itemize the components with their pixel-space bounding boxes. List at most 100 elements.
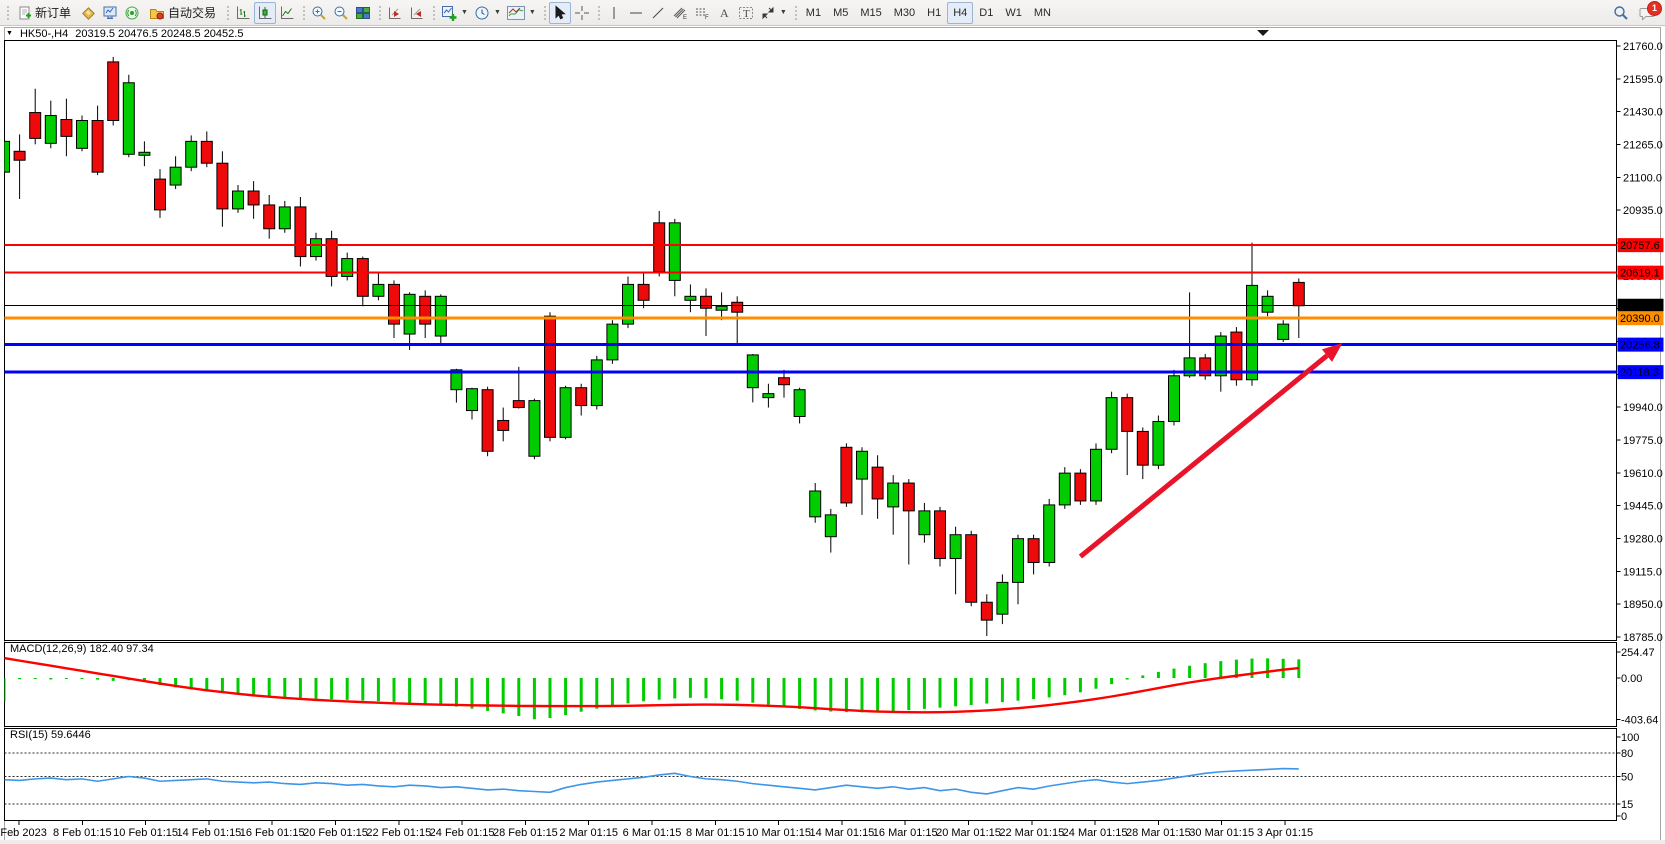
bull-candle-body bbox=[528, 400, 541, 457]
timeframe-d1-button[interactable]: D1 bbox=[973, 2, 999, 24]
candle bbox=[980, 594, 993, 637]
macd-histogram-bar bbox=[1110, 678, 1114, 685]
step-back-button[interactable] bbox=[406, 2, 428, 24]
macd-histogram-bar bbox=[423, 678, 427, 704]
svg-text:F: F bbox=[705, 15, 709, 21]
toolbar-right-group: 1 bbox=[1610, 0, 1665, 24]
bear-candle-body bbox=[965, 534, 978, 603]
bear-candle-body bbox=[544, 315, 556, 438]
period-button[interactable]: ▼ bbox=[471, 2, 504, 24]
add-indicator-icon bbox=[441, 5, 457, 21]
equidistant-channel-icon: E bbox=[672, 5, 688, 21]
resistance-line-1-badge-label: 20757.6 bbox=[1620, 240, 1660, 252]
vertical-line-tool-button[interactable] bbox=[603, 2, 625, 24]
candle bbox=[247, 181, 260, 219]
main-price-panel[interactable] bbox=[4, 40, 1617, 641]
candle bbox=[559, 385, 572, 440]
chevron-down-icon[interactable]: ▼ bbox=[6, 30, 13, 37]
macd-histogram-bar bbox=[860, 678, 864, 713]
notifications-button[interactable]: 1 bbox=[1636, 0, 1662, 24]
trendline-tool-button[interactable] bbox=[647, 2, 669, 24]
macd-panel[interactable] bbox=[4, 642, 1617, 727]
new-order-button[interactable]: 新订单 bbox=[12, 2, 77, 24]
time-tick-label: 24 Mar 01:15 bbox=[1063, 827, 1128, 839]
timeframe-mn-button[interactable]: MN bbox=[1028, 2, 1057, 24]
candle bbox=[169, 156, 182, 190]
crosshair-tool-button[interactable] bbox=[571, 2, 593, 24]
text-tool-button[interactable]: A bbox=[713, 2, 735, 24]
tile-windows-button[interactable] bbox=[352, 2, 374, 24]
macd-histogram-bar bbox=[1281, 658, 1285, 678]
macd-histogram-bar bbox=[454, 678, 458, 707]
time-tick-label: 20 Feb 01:15 bbox=[303, 827, 368, 839]
autotrading-button[interactable]: 自动交易 bbox=[143, 2, 222, 24]
bear-candle-body bbox=[1230, 331, 1243, 381]
fibonacci-tool-button[interactable]: F bbox=[691, 2, 713, 24]
macd-histogram-bar bbox=[1203, 663, 1207, 678]
profiles-button[interactable] bbox=[77, 2, 99, 24]
time-tick-label: 16 Mar 01:15 bbox=[873, 827, 938, 839]
trend-arrow[interactable] bbox=[1078, 342, 1343, 559]
step-forward-button[interactable] bbox=[384, 2, 406, 24]
search-button[interactable] bbox=[1610, 2, 1632, 24]
add-indicator-button[interactable]: ▼ bbox=[438, 2, 471, 24]
zoom-out-button[interactable] bbox=[330, 2, 352, 24]
price-tick-label: 21595.0 bbox=[1623, 74, 1663, 86]
svg-text:T: T bbox=[743, 8, 750, 20]
bar-chart-button[interactable] bbox=[232, 2, 254, 24]
cursor-tool-button[interactable] bbox=[548, 1, 571, 24]
macd-histogram-bar bbox=[579, 678, 583, 712]
svg-text:A: A bbox=[720, 6, 729, 20]
price-tick-label: 21760.0 bbox=[1623, 41, 1663, 53]
chart-title-strip: ▼ HK50-,H4 20319.5 20476.5 20248.5 20452… bbox=[6, 28, 244, 40]
text-label-tool-button[interactable]: T bbox=[735, 2, 757, 24]
macd-histogram-bar bbox=[813, 678, 817, 711]
timeframe-m30-button[interactable]: M30 bbox=[888, 2, 921, 24]
candle bbox=[91, 105, 104, 176]
candle bbox=[778, 369, 790, 398]
bull-candle-body bbox=[1105, 397, 1118, 450]
timeframe-m1-button[interactable]: M1 bbox=[800, 2, 827, 24]
bull-candle-body bbox=[606, 323, 619, 361]
price-tick-label: 18785.0 bbox=[1623, 632, 1663, 644]
timeframe-h4-button[interactable]: H4 bbox=[947, 1, 974, 24]
horizontal-line-tool-button[interactable] bbox=[625, 2, 647, 24]
candle bbox=[1168, 369, 1180, 426]
line-chart-button[interactable] bbox=[276, 2, 298, 24]
time-tick-label: 16 Feb 01:15 bbox=[240, 827, 305, 839]
shapes-tool-button[interactable]: ▼ bbox=[757, 2, 790, 24]
macd-histogram-bar bbox=[283, 678, 287, 698]
macd-histogram-bar bbox=[220, 678, 224, 694]
rsi-panel[interactable] bbox=[4, 728, 1617, 821]
candle bbox=[606, 320, 619, 364]
bull-candle-body bbox=[450, 369, 463, 391]
market-watch-button[interactable] bbox=[99, 2, 121, 24]
scroll-to-end-marker[interactable] bbox=[1257, 30, 1269, 36]
bear-candle-body bbox=[91, 119, 104, 173]
timeframe-m5-button[interactable]: M5 bbox=[827, 2, 854, 24]
bull-candle-body bbox=[918, 510, 931, 536]
zoom-in-button[interactable] bbox=[308, 2, 330, 24]
bear-candle-body bbox=[871, 466, 884, 500]
bear-candle-body bbox=[154, 178, 166, 211]
timeframe-m15-button[interactable]: M15 bbox=[854, 2, 887, 24]
bull-candle-body bbox=[1183, 357, 1196, 377]
equidistant-channel-tool-button[interactable]: E bbox=[669, 2, 691, 24]
timeframe-w1-button[interactable]: W1 bbox=[999, 2, 1028, 24]
candle bbox=[122, 74, 135, 158]
macd-histogram-bar bbox=[1000, 678, 1004, 703]
bear-candle-body bbox=[481, 389, 494, 452]
autotrading-label: 自动交易 bbox=[168, 6, 217, 20]
templates-button[interactable]: ▼ bbox=[504, 2, 539, 24]
candle bbox=[138, 141, 151, 167]
timeframe-h1-button[interactable]: H1 bbox=[921, 2, 947, 24]
time-tick-label: 22 Feb 01:15 bbox=[366, 827, 431, 839]
signals-button[interactable] bbox=[121, 2, 143, 24]
candle bbox=[13, 134, 26, 199]
candlestick-chart-button[interactable] bbox=[254, 1, 277, 24]
toolbar-grip bbox=[541, 3, 546, 22]
macd-histogram-bar bbox=[1141, 675, 1145, 678]
support-line-1-badge bbox=[1617, 337, 1664, 352]
support-line-2-badge-label: 20118.3 bbox=[1620, 367, 1659, 379]
